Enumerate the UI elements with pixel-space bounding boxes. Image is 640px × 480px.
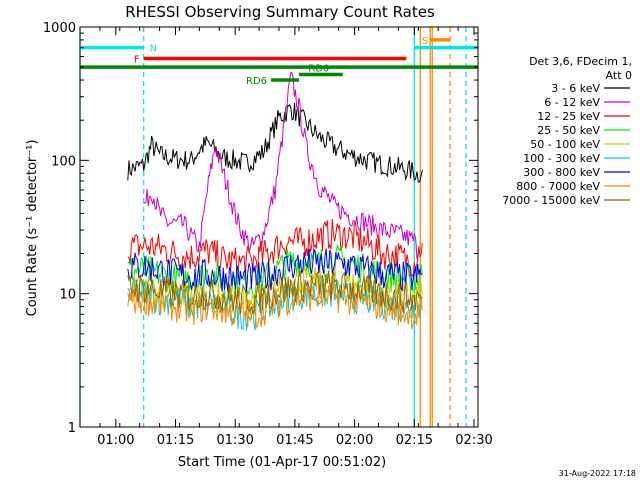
series-line (127, 270, 423, 314)
flag-label: RD0 (308, 64, 329, 75)
flag-label: RD6 (246, 76, 267, 87)
series-line (127, 218, 423, 278)
x-tick-label: 01:30 (216, 433, 253, 448)
legend-entry-label: 7000 - 15000 keV (502, 194, 600, 207)
x-tick-label: 02:15 (396, 433, 433, 448)
legend-entry-label: 800 - 7000 keV (516, 180, 600, 193)
footer-timestamp: 31-Aug-2022 17:18 (559, 469, 636, 478)
y-tick-label: 1000 (43, 21, 76, 36)
x-tick-label: 02:30 (455, 433, 492, 448)
legend-entry-label: 25 - 50 keV (537, 124, 600, 137)
flag-label: F (134, 55, 140, 66)
x-axis-label: Start Time (01-Apr-17 00:51:02) (178, 455, 386, 470)
y-axis-ticks: 1 10 100 1000 (43, 21, 478, 436)
x-axis-ticks: 01:00 01:15 01:30 01:45 02:00 02:15 02:30 (79, 27, 493, 448)
y-axis-label: Count Rate (s⁻¹ detector⁻¹) (25, 140, 40, 317)
legend-entry-label: 50 - 100 keV (530, 138, 600, 151)
legend-entry-label: 6 - 12 keV (544, 96, 600, 109)
legend-entry-label: 300 - 800 keV (523, 166, 600, 179)
legend-entry-label: 100 - 300 keV (523, 152, 600, 165)
series-line (127, 102, 423, 183)
x-tick-label: 01:15 (157, 433, 194, 448)
flag-label: N (150, 44, 157, 55)
flag-label: S (422, 36, 428, 47)
x-tick-label: 02:00 (336, 433, 373, 448)
series-line (127, 277, 423, 331)
plot-frame (79, 26, 479, 428)
series-line (127, 243, 423, 301)
y-tick-label: 100 (51, 154, 76, 169)
chart-title: RHESSI Observing Summary Count Rates (125, 3, 435, 21)
legend-entry-label: 3 - 6 keV (551, 82, 600, 95)
series-line (143, 71, 419, 260)
flag-bars: NF S RD0 RD6 (80, 36, 478, 87)
y-tick-label: 10 (59, 288, 76, 303)
legend-entry-label: 12 - 25 keV (537, 110, 600, 123)
legend-header-line-2: Att 0 (606, 69, 632, 82)
series-line (127, 247, 423, 293)
series-layer (127, 71, 423, 331)
x-tick-label: 01:45 (276, 433, 313, 448)
vertical-marker-lines (79, 27, 467, 427)
legend-header-line-1: Det 3,6, FDecim 1, (529, 55, 632, 68)
y-tick-label: 1 (68, 421, 76, 436)
x-tick-label: 01:00 (97, 433, 134, 448)
